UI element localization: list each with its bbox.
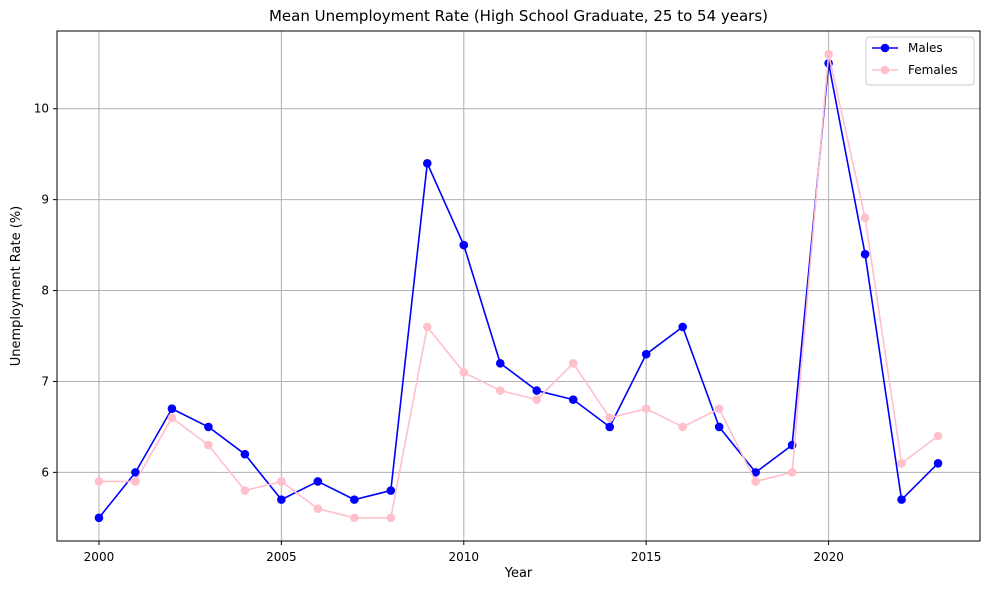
data-point-females xyxy=(350,513,359,523)
data-point-males xyxy=(860,249,870,259)
data-point-males xyxy=(678,322,687,332)
data-point-males xyxy=(641,349,651,359)
x-tick-label: 2000 xyxy=(84,550,115,564)
data-point-females xyxy=(204,440,213,450)
x-tick-label: 2010 xyxy=(449,550,480,564)
data-point-females xyxy=(167,413,177,423)
data-point-females xyxy=(532,395,542,404)
legend-label-males: Males xyxy=(908,41,943,55)
data-point-females xyxy=(459,368,469,377)
data-point-females xyxy=(605,413,615,423)
data-point-males xyxy=(240,449,250,459)
data-point-females xyxy=(678,422,687,432)
data-point-females xyxy=(422,322,432,332)
data-point-males xyxy=(167,404,177,414)
data-point-males xyxy=(495,358,505,368)
data-series xyxy=(94,49,943,523)
data-point-females xyxy=(313,504,323,514)
data-point-females xyxy=(240,486,250,495)
data-point-females xyxy=(787,468,797,477)
data-point-males xyxy=(897,495,906,504)
data-point-females xyxy=(568,358,578,368)
data-point-females xyxy=(641,404,651,414)
plot-frame xyxy=(56,30,981,542)
series-females xyxy=(94,49,943,523)
data-point-females xyxy=(897,458,906,468)
data-point-females xyxy=(277,477,286,486)
x-tick-label: 2015 xyxy=(631,550,662,564)
y-tick-label: 7 xyxy=(41,374,49,388)
data-point-males xyxy=(605,422,615,432)
data-point-females xyxy=(751,477,760,486)
x-axis-label: Year xyxy=(504,566,533,581)
y-tick-label: 10 xyxy=(34,102,49,116)
data-point-females xyxy=(714,404,724,414)
legend-label-females: Females xyxy=(908,63,958,77)
data-point-males xyxy=(422,158,432,168)
y-tick-label: 9 xyxy=(41,193,49,207)
data-point-males xyxy=(386,486,396,495)
data-point-females xyxy=(131,477,140,486)
chart-title: Mean Unemployment Rate (High School Grad… xyxy=(269,7,768,25)
data-point-males xyxy=(204,422,213,432)
data-point-males xyxy=(131,468,140,477)
data-point-males xyxy=(933,458,943,468)
x-tick-label: 2020 xyxy=(813,550,844,564)
data-point-females xyxy=(860,213,870,223)
data-point-males xyxy=(350,495,359,504)
data-point-females xyxy=(386,513,396,523)
data-point-males xyxy=(714,422,724,432)
series-males xyxy=(94,58,943,523)
legend: Males Females xyxy=(865,36,975,86)
data-point-females xyxy=(94,477,104,486)
data-point-females xyxy=(933,431,943,441)
data-point-males xyxy=(459,240,469,250)
legend-marker-males xyxy=(880,43,890,53)
data-point-males xyxy=(277,495,286,504)
y-tick-label: 8 xyxy=(41,284,49,298)
legend-marker-females xyxy=(880,65,890,75)
data-point-males xyxy=(568,395,578,404)
axis-ticks: 2000 2005 2010 2015 2020 6 7 8 9 10 xyxy=(34,102,844,564)
data-point-males xyxy=(313,477,323,486)
x-tick-label: 2005 xyxy=(266,550,297,564)
grid-lines xyxy=(57,31,980,541)
y-axis-label: Unemployment Rate (%) xyxy=(9,206,24,367)
series-line-males xyxy=(98,62,939,519)
legend-item-females: Females xyxy=(872,63,958,77)
data-point-males xyxy=(94,513,104,523)
data-point-females xyxy=(495,386,505,395)
legend-box xyxy=(865,36,975,86)
data-point-males xyxy=(751,468,760,477)
legend-item-males: Males xyxy=(872,41,943,55)
y-tick-label: 6 xyxy=(41,465,49,479)
data-point-males xyxy=(532,386,542,395)
series-line-females xyxy=(98,53,939,519)
data-point-females xyxy=(824,49,833,59)
